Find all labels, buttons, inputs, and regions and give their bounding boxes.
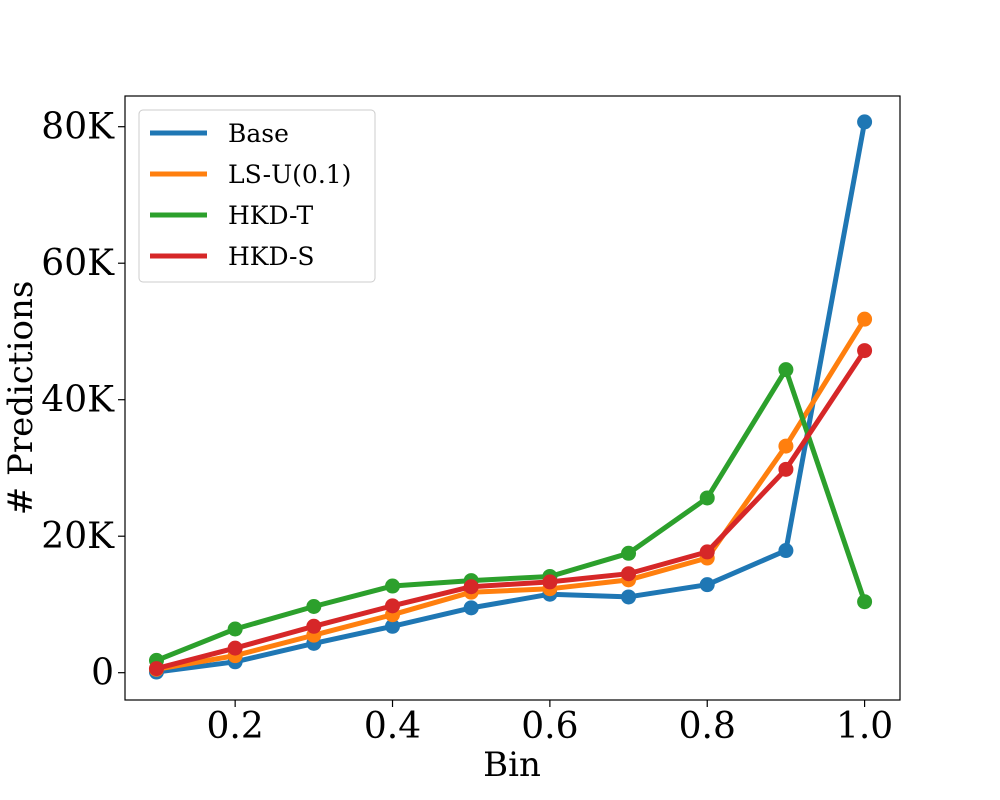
data-point-hkd-s [699,544,715,560]
data-point-base [385,618,401,634]
data-point-base [621,589,637,605]
data-point-base [463,600,479,616]
series-hkd-s [148,343,873,677]
series-line-hkd-t [154,367,868,663]
legend: Base LS-U(0.1) HKD-T HKD-S [138,109,376,283]
data-point-hkd-t [857,594,873,610]
data-point-hkd-s [148,661,164,677]
y-tick-label: 20K [41,516,115,557]
data-point-ls-u-0-1 [778,438,794,454]
series-line-ls-u-0-1 [154,316,868,672]
data-point-hkd-t [306,598,322,614]
y-tick-label: 60K [41,243,115,284]
y-axis-label: # Predictions [1,281,41,516]
legend-label: HKD-T [228,201,314,230]
x-tick-label: 0.6 [521,706,578,747]
x-tick-label: 0.8 [679,706,736,747]
data-point-base [699,577,715,593]
data-point-hkd-s [227,640,243,656]
legend-label: HKD-S [228,242,315,271]
x-tick-label: 0.2 [207,706,264,747]
data-point-ls-u-0-1 [857,311,873,327]
data-point-hkd-t [699,490,715,506]
y-tick-label: 0 [91,653,114,694]
y-tick-label: 40K [41,380,115,421]
series-line-base [154,119,868,675]
legend-box [138,109,376,283]
x-tick-label: 0.4 [364,706,421,747]
legend-label: LS-U(0.1) [228,160,351,189]
data-point-hkd-s [778,461,794,477]
x-axis-label: Bin [483,745,541,785]
y-tick-label: 80K [41,107,115,148]
x-tick-label: 1.0 [836,706,893,747]
data-point-hkd-s [463,579,479,595]
data-point-hkd-s [542,574,558,590]
series-line-hkd-s [154,348,868,672]
series-group [148,114,873,680]
data-point-base [778,543,794,559]
data-point-hkd-s [621,566,637,582]
data-point-hkd-t [385,578,401,594]
data-point-hkd-s [857,343,873,359]
data-point-hkd-s [385,598,401,614]
data-point-hkd-t [621,545,637,561]
data-point-hkd-t [227,621,243,637]
data-point-hkd-t [778,362,794,378]
data-point-base [857,114,873,130]
legend-label: Base [228,119,289,148]
data-point-hkd-s [306,618,322,634]
axis-ticks: 0.2 0.4 0.6 0.8 1.0 0 20K 40K 60K 80K [41,107,893,747]
